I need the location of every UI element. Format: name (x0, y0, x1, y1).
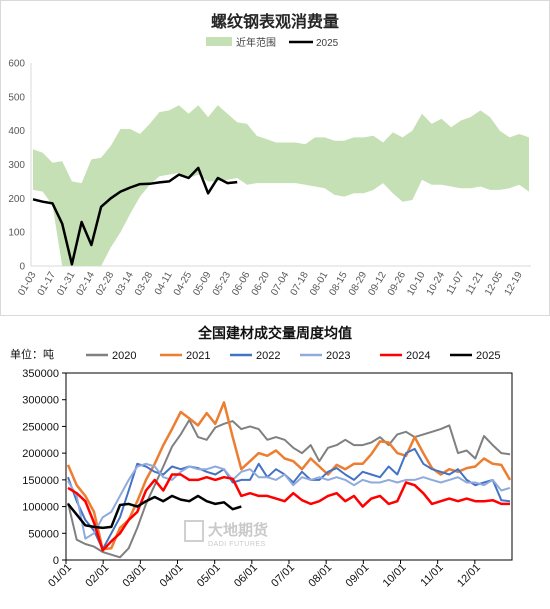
plot-area-2: 0 50000 100000 150000 200000 250000 300000 3500… (22, 368, 513, 590)
rebar-consumption-chart: 螺纹钢表观消费量 近年范围 2025 0 100 200 300 400 500 600 01… (0, 0, 550, 316)
y-tick-label: 100 (8, 228, 25, 239)
watermark-text-en: DADI FUTURES (208, 541, 266, 548)
legend-label-2024: 2024 (406, 350, 430, 362)
y-tick-label: 250000 (22, 421, 59, 433)
x-tick-label: 06-06 (230, 270, 253, 298)
legend-label-2022: 2022 (256, 350, 280, 362)
x-tick-label: 10/01 (381, 562, 409, 590)
x-tick-label: 03-14 (114, 270, 137, 298)
plot-frame (65, 372, 513, 561)
x-tick-label: 01-17 (36, 270, 59, 298)
x-tick-label: 12-19 (503, 270, 526, 298)
x-tick-label: 12/01 (455, 562, 483, 590)
chart-title-2: 全国建材成交量周度均值 (197, 325, 352, 342)
chart-title: 螺纹钢表观消费量 (211, 12, 339, 31)
y-tick-label: 100000 (22, 502, 59, 514)
legend-label-2021: 2021 (186, 350, 210, 362)
x-tick-label: 04-25 (172, 270, 195, 298)
y-tick-label: 200 (8, 194, 25, 205)
x-tick-label: 02-28 (94, 270, 117, 298)
y-tick-label: 200000 (22, 448, 59, 460)
y-tick-label: 50000 (28, 528, 59, 540)
x-tick-label: 07-04 (269, 270, 292, 298)
x-tick-label: 11/01 (418, 562, 445, 589)
x-tick-label: 11-07 (445, 270, 467, 297)
legend-line-label: 2025 (316, 38, 339, 49)
range-band (33, 105, 529, 266)
x-tick-label: 09/01 (344, 562, 372, 590)
y-tick-label: 600 (8, 59, 25, 70)
x-tick-label: 08-01 (308, 270, 331, 298)
building-materials-volume-chart: 全国建材成交量周度均值 单位：吨 2020 2021 2022 2023 2024 202… (0, 318, 550, 609)
y-tick-label: 500 (8, 92, 25, 103)
series-line-2024 (67, 473, 510, 552)
x-tick-label: 02-14 (75, 270, 98, 298)
y-tick-label: 300 (8, 160, 25, 171)
y-unit-label: 单位：吨 (10, 347, 54, 361)
y-tick-label: 150000 (22, 475, 59, 487)
legend-label-2020: 2020 (112, 350, 136, 362)
x-tick-label: 09-26 (386, 270, 409, 298)
x-tick-label: 05-09 (191, 270, 214, 298)
x-tick-label: 01-31 (55, 270, 78, 298)
legend-label-2025: 2025 (476, 350, 500, 362)
x-tick-label: 10-24 (425, 270, 448, 298)
legend-band-label: 近年范围 (236, 36, 276, 49)
series-line-2025 (32, 166, 238, 266)
watermark-text-cn: 大地期货 (208, 521, 268, 539)
y-tick-label: 0 (19, 262, 25, 273)
watermark: 大地期货 DADI FUTURES (184, 520, 268, 548)
x-tick-label: 06/01 (232, 562, 260, 590)
x-tick-label: 07-18 (289, 270, 312, 298)
legend-band-swatch (206, 37, 232, 46)
x-tick-label: 03-28 (133, 270, 156, 298)
x-tick-label: 01/01 (46, 562, 74, 590)
x-tick-label: 08/01 (306, 562, 334, 590)
x-tick-label: 05-23 (211, 270, 234, 298)
x-tick-label: 02/01 (83, 562, 111, 590)
x-tick-label: 04/01 (158, 562, 186, 590)
x-tick-label: 06-20 (250, 270, 273, 298)
series-line-2025 (67, 494, 242, 530)
rebar-consumption-chart-svg: 螺纹钢表观消费量 近年范围 2025 0 100 200 300 400 500 600 01… (8, 12, 531, 298)
x-tick-label: 09-12 (366, 270, 389, 298)
legend-2: 2020 2021 2022 2023 2024 2025 (86, 350, 500, 362)
watermark-logo (184, 520, 204, 542)
x-tick-label: 03/01 (121, 562, 149, 590)
y-tick-label: 300000 (22, 395, 59, 407)
x-tick-label: 08-15 (327, 270, 350, 298)
plot-area: 010020030040050060001-0301-1701-3102-140… (8, 59, 531, 298)
building-materials-volume-chart-svg: 全国建材成交量周度均值 单位：吨 2020 2021 2022 2023 2024 202… (10, 325, 513, 590)
y-tick-label: 0 (53, 555, 59, 567)
series-line-2020 (67, 419, 511, 559)
y-tick-label: 350000 (22, 368, 59, 380)
y-tick-label: 400 (8, 126, 25, 137)
legend-label-2023: 2023 (326, 350, 350, 362)
series-line-2023 (67, 462, 511, 540)
legend: 近年范围 2025 (206, 36, 339, 49)
x-tick-label: 10-10 (405, 270, 428, 298)
x-tick-label: 05/01 (195, 562, 223, 590)
x-tick-label: 08-29 (347, 270, 370, 298)
x-tick-label: 12-05 (483, 270, 506, 298)
x-tick-label: 01-03 (16, 270, 39, 298)
x-tick-label: 07/01 (269, 562, 297, 590)
